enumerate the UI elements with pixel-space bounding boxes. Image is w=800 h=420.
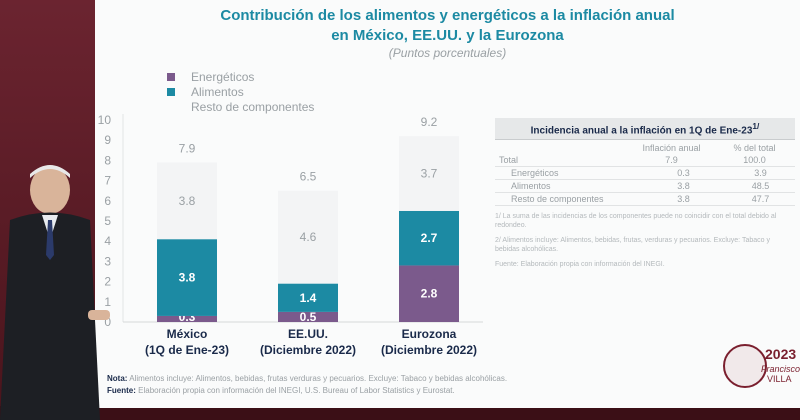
row-inflation: 7.9	[665, 155, 678, 166]
bar-segment-resto-de-componentes	[399, 136, 459, 211]
table-row: Energéticos 0.3 3.9	[495, 167, 795, 181]
bar-value-label: 4.6	[300, 230, 317, 244]
x-category-label: EE.UU.	[288, 327, 328, 341]
table-row: Total 7.9 100.0	[495, 154, 795, 168]
table-header-share: % del total	[733, 143, 776, 154]
logo-surname: VILLA	[767, 374, 792, 384]
presenter-suit	[0, 212, 100, 420]
francisco-villa-logo: 2023 Francisco VILLA	[717, 340, 800, 392]
bar-value-label: 1.4	[300, 291, 317, 305]
legend-label: Energéticos	[191, 70, 254, 84]
table-title: Incidencia anual a la inflación en 1Q de…	[495, 118, 795, 141]
footnote: Nota: Alimentos incluye: Alimentos, bebi…	[107, 374, 507, 383]
bar-total-label: 6.5	[300, 170, 317, 184]
bar-value-label: 0.5	[300, 310, 317, 324]
row-share: 47.7	[751, 194, 770, 205]
bar-segment-alimentos	[157, 239, 217, 316]
bar-segment-resto-de-componentes	[278, 190, 338, 284]
source-note: Fuente: Elaboración propia con informaci…	[107, 386, 455, 395]
row-label: Alimentos	[511, 181, 551, 192]
chart-title-line1: Contribución de los alimentos y energéti…	[220, 7, 675, 24]
source-text: Elaboración propia con información del I…	[138, 386, 455, 395]
bar-segment-energ-ticos	[157, 315, 217, 322]
bar-segment-energ-ticos	[399, 265, 459, 322]
bar-value-label: 2.7	[421, 231, 438, 245]
presenter-hair	[30, 165, 70, 178]
y-tick-label: 0	[104, 315, 111, 329]
presenter-hand	[88, 310, 110, 320]
source-label: Fuente:	[107, 386, 136, 395]
table-body: Total 7.9 100.0 Energéticos 0.3 3.9 Alimentos 3…	[495, 154, 795, 207]
presenter-tie	[46, 220, 54, 260]
presenter-figure	[0, 165, 110, 420]
y-tick-label: 9	[104, 133, 111, 147]
footnote-label: Nota:	[107, 374, 128, 383]
row-inflation: 3.8	[677, 194, 690, 205]
legend-swatch	[167, 88, 175, 96]
y-tick-label: 4	[104, 234, 111, 248]
row-label: Resto de componentes	[511, 194, 604, 205]
row-label: Total	[499, 155, 519, 166]
chart-title-line2: en México, EE.UU. y la Eurozona	[331, 27, 564, 44]
y-tick-label: 1	[104, 295, 111, 309]
table-note-3: Fuente: Elaboración propia con informaci…	[495, 261, 665, 269]
bar-value-label: 3.7	[421, 167, 438, 181]
footnote-text: Alimentos incluye: Alimentos, bebidas, f…	[129, 374, 508, 383]
bar-total-label: 9.2	[421, 115, 438, 129]
chart-subtitle: (Puntos porcentuales)	[388, 46, 507, 60]
row-share: 3.9	[754, 168, 767, 179]
bar-value-label: 3.8	[179, 271, 196, 285]
table-header-inflation: Inflación anual	[642, 143, 701, 154]
row-inflation: 0.3	[677, 168, 690, 179]
presenter-head	[30, 166, 70, 214]
table-title-sup: 1/	[752, 121, 760, 131]
table-row: Alimentos 3.8 48.5	[495, 180, 795, 194]
x-category-label: Eurozona	[402, 327, 457, 341]
y-tick-label: 6	[104, 194, 111, 208]
bar-value-label: 2.8	[421, 287, 438, 301]
x-category-label: México	[167, 327, 208, 341]
presentation-slide: Contribución de los alimentos y energéti…	[95, 0, 800, 408]
x-category-sublabel: (Diciembre 2022)	[260, 343, 356, 357]
y-tick-label: 3	[104, 254, 111, 268]
logo-portrait	[723, 344, 767, 388]
y-tick-label: 2	[104, 275, 111, 289]
row-label: Energéticos	[511, 168, 559, 179]
row-inflation: 3.8	[677, 181, 690, 192]
table-header-row: Inflación anual % del total	[495, 140, 795, 154]
row-share: 100.0	[743, 155, 766, 166]
bar-segment-resto-de-componentes	[157, 162, 217, 240]
bar-value-label: 3.8	[179, 194, 196, 208]
table-row: Resto de componentes 3.8 47.7	[495, 193, 795, 207]
table-note-1: 1/ La suma de las incidencias de los com…	[495, 213, 777, 230]
row-share: 48.5	[751, 181, 770, 192]
x-category-sublabel: (Diciembre 2022)	[381, 343, 477, 357]
bar-segment-alimentos	[278, 283, 338, 312]
y-tick-label: 10	[98, 113, 112, 127]
incidence-table: Incidencia anual a la inflación en 1Q de…	[495, 118, 795, 269]
x-category-sublabel: (1Q de Ene-23)	[145, 343, 229, 357]
y-tick-label: 5	[104, 214, 111, 228]
bar-total-label: 7.9	[179, 141, 196, 155]
bar-segment-energ-ticos	[278, 311, 338, 322]
table-header-label	[495, 142, 629, 154]
table-title-text: Incidencia anual a la inflación en 1Q de…	[530, 125, 753, 137]
y-tick-label: 8	[104, 153, 111, 167]
table-note-2: 2/ Alimentos incluye: Alimentos, bebidas…	[495, 237, 770, 254]
logo-name: Francisco	[761, 364, 800, 374]
legend-swatch	[167, 73, 175, 81]
legend-label: Alimentos	[191, 85, 244, 99]
bar-segment-alimentos	[399, 210, 459, 266]
y-tick-label: 7	[104, 174, 111, 188]
logo-year: 2023	[765, 346, 797, 362]
legend-label: Resto de componentes	[191, 100, 314, 114]
stage-floor	[0, 406, 800, 420]
